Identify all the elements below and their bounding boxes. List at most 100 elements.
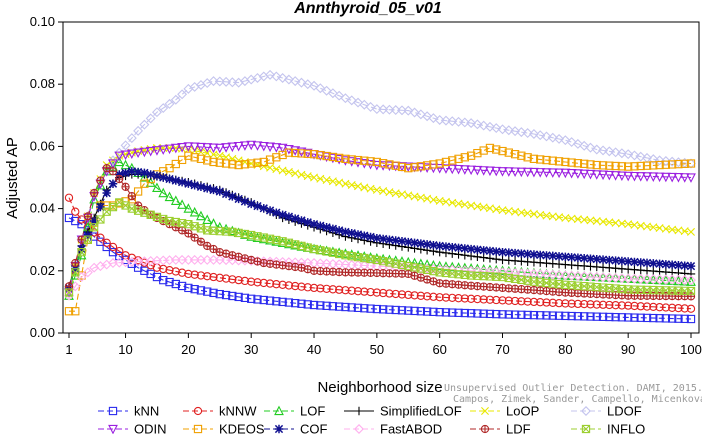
series-point-loop	[272, 165, 281, 174]
series-point-simplifiedlof	[492, 254, 501, 264]
series-point-knn	[385, 305, 394, 314]
series-point-kdeos	[624, 162, 633, 171]
x-tick-label: 100	[680, 342, 702, 357]
y-tick-label: 0.04	[30, 201, 55, 216]
series-point-odin	[510, 167, 520, 177]
series-point-kdeos	[674, 159, 683, 169]
series-point-knn	[435, 308, 444, 317]
series-point-kdeos	[435, 159, 444, 168]
series-point-knn	[529, 310, 539, 320]
series-point-odin	[686, 173, 696, 183]
series-point-odin	[478, 166, 489, 176]
series-point-knn	[341, 302, 350, 312]
series-point-kdeos	[253, 158, 262, 167]
series-point-odin	[133, 148, 144, 159]
series-point-kdeos	[64, 307, 74, 316]
series-point-ldof	[283, 74, 294, 85]
series-point-knn	[253, 295, 262, 304]
series-point-cof	[265, 206, 275, 215]
series-point-lof	[422, 259, 433, 269]
series-point-cof	[529, 250, 539, 259]
legend-marker-ldof	[581, 406, 591, 416]
series-point-ldof	[277, 73, 288, 83]
legend-label-odin: ODIN	[134, 422, 167, 434]
series-point-lof	[70, 270, 81, 280]
series-line-ldof	[68, 74, 692, 290]
series-point-kdeos	[686, 159, 696, 168]
series-point-knn	[171, 279, 180, 289]
series-point-knnw	[441, 293, 451, 302]
series-point-knn	[240, 293, 250, 303]
series-point-ldof	[623, 149, 634, 160]
series-point-cof	[303, 218, 312, 227]
series-point-cof	[636, 258, 645, 267]
series-point-knn	[404, 306, 413, 315]
series-point-ldof	[126, 133, 137, 144]
series-point-ldof	[547, 132, 558, 143]
series-point-knn	[297, 299, 306, 308]
series-point-kdeos	[661, 160, 671, 169]
series-point-knn	[523, 310, 532, 320]
series-point-ldof	[271, 71, 282, 82]
series-point-odin	[252, 141, 263, 151]
series-point-knnw	[303, 283, 312, 292]
series-point-kdeos	[335, 153, 344, 163]
series-point-cof	[542, 251, 551, 260]
series-point-ldof	[145, 113, 156, 124]
series-point-knnw	[96, 233, 105, 242]
series-point-loop	[379, 187, 388, 196]
series-point-kdeos	[536, 155, 545, 164]
series-point-odin	[403, 162, 414, 173]
series-point-cof	[83, 230, 93, 240]
series-point-knnw	[473, 294, 482, 304]
series-point-lof	[296, 241, 307, 251]
x-tick-label: 80	[558, 342, 572, 357]
series-point-kdeos	[209, 157, 218, 167]
series-point-odin	[302, 148, 313, 159]
series-point-kdeos	[498, 146, 507, 156]
series-point-knn	[605, 312, 614, 322]
series-point-kdeos	[297, 149, 306, 158]
series-point-loop	[687, 227, 695, 236]
series-point-loop	[404, 191, 413, 200]
series-point-fastabod	[642, 274, 652, 285]
series-point-kdeos	[517, 151, 526, 160]
series-point-odin	[635, 172, 646, 182]
series-point-cof	[510, 248, 520, 258]
series-point-ldof	[108, 155, 118, 166]
legend-label-loop: LoOP	[506, 404, 539, 419]
series-point-cof	[133, 167, 143, 177]
series-point-ldof	[572, 138, 583, 149]
series-point-odin	[258, 141, 269, 152]
series-point-fastabod	[673, 274, 684, 285]
series-point-ldof	[164, 98, 175, 109]
series-point-knnw	[573, 299, 583, 309]
series-point-lof	[170, 195, 181, 205]
series-point-knnw	[108, 242, 118, 252]
series-point-ldof	[610, 147, 621, 158]
series-point-cof	[391, 236, 400, 245]
series-point-odin	[170, 143, 181, 154]
series-point-knn	[668, 314, 677, 323]
series-point-inflo	[96, 215, 105, 224]
series-point-knn	[190, 284, 199, 294]
series-point-lof	[441, 261, 451, 271]
legend-marker-fastabod	[354, 424, 364, 434]
series-point-lof	[177, 199, 187, 209]
series-point-ldf	[190, 233, 199, 242]
series-point-odin	[202, 143, 213, 153]
series-point-kdeos	[479, 146, 488, 155]
series-point-ldof	[510, 126, 521, 137]
series-point-cof	[517, 249, 526, 258]
series-point-knnw	[184, 269, 193, 279]
series-point-kdeos	[291, 148, 300, 158]
series-point-knnw	[253, 278, 262, 287]
series-point-fastabod	[566, 270, 577, 281]
series-point-ldof	[139, 119, 150, 130]
series-point-knn	[303, 300, 312, 309]
series-point-lof	[89, 193, 100, 204]
series-point-ldof	[616, 148, 627, 159]
series-point-loop	[316, 174, 325, 183]
series-point-ldf	[71, 258, 80, 268]
series-point-knn	[102, 242, 111, 252]
